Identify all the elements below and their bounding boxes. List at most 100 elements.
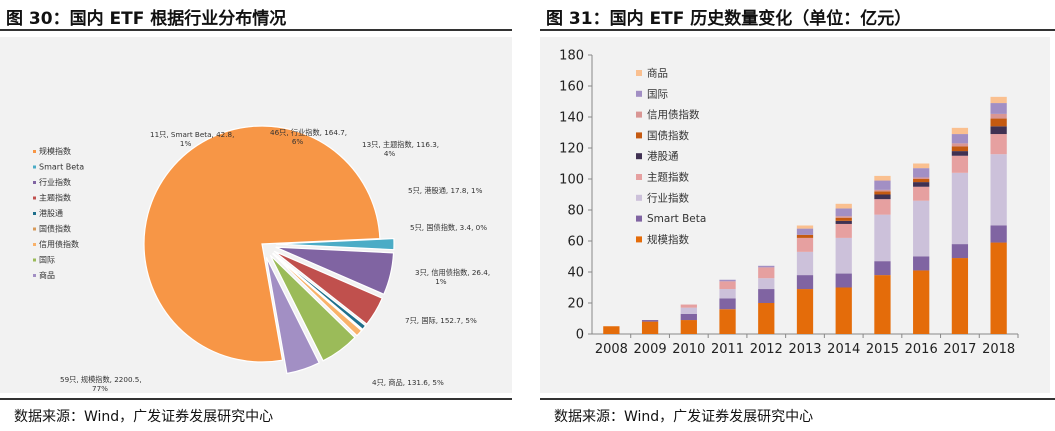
legend-item-0: 规模指数 xyxy=(39,146,71,156)
bar-2011-0 xyxy=(719,309,736,334)
bar-2014-0 xyxy=(835,287,852,334)
bar-2008-0 xyxy=(603,326,620,334)
legend-swatch-1 xyxy=(33,165,36,169)
source-rule xyxy=(0,398,512,400)
x-tick-label-1: 2009 xyxy=(634,342,667,357)
bar-2013-8 xyxy=(796,225,814,229)
bar-2013-5 xyxy=(796,234,814,238)
y-tick-label-9: 180 xyxy=(559,49,584,64)
bar-2014-5 xyxy=(835,217,852,221)
stacked-bar-chart: 0 20 40 60 80 100 120 140 160 180 2008 2009 2010 2011… xyxy=(559,49,1019,357)
bar-2018-2 xyxy=(990,154,1007,226)
bar-2009-1 xyxy=(641,320,659,322)
x-tick-label-7: 2015 xyxy=(866,342,899,357)
slice-label-8-pct: 77% xyxy=(92,384,108,393)
slice-label-4: 5只, 国债指数, 3.4, 0% xyxy=(410,223,487,232)
bar-2010-3 xyxy=(680,304,697,308)
bar-2016-1 xyxy=(913,256,930,271)
slice-label-1: 46只, 行业指数, 164.7, xyxy=(270,128,347,137)
legend-item-7: 国际 xyxy=(39,256,55,265)
x-tick-label-3: 2011 xyxy=(711,342,744,357)
bar-2014-2 xyxy=(835,237,852,274)
bar-2017-1 xyxy=(951,244,969,259)
legend-item-3: 主题指数 xyxy=(39,193,71,203)
slice-label-0-pct: 1% xyxy=(180,139,192,148)
bar-2016-5 xyxy=(913,179,930,183)
figure-31-source: 数据来源：Wind，广发证券发展研究中心 xyxy=(554,409,814,425)
bar-2018-7 xyxy=(990,103,1007,114)
bar-legend-item-2: 信用债指数 xyxy=(647,108,700,121)
slice-label-6: 7只, 国际, 152.7, 5% xyxy=(405,316,477,325)
pie-chart-area: 11只, Smart Beta, 42.8, 1% 46只, 行业指数, 164.7… xyxy=(0,37,512,393)
bar-2014-4 xyxy=(835,220,852,224)
title-rule xyxy=(0,29,512,31)
x-tick-label-0: 2008 xyxy=(595,342,628,357)
bar-2018-4 xyxy=(990,126,1007,135)
bar-legend-swatch-4 xyxy=(636,153,642,160)
bar-2016-4 xyxy=(913,182,930,187)
x-tick-label-10: 2018 xyxy=(982,342,1015,357)
x-tick-label-4: 2012 xyxy=(750,342,783,357)
bar-2011-7 xyxy=(719,279,736,282)
figure-31-title: 图 31：国内 ETF 历史数量变化（单位：亿元） xyxy=(546,9,912,29)
legend-swatch-2 xyxy=(33,181,36,184)
bar-legend-item-7: Smart Beta xyxy=(647,213,706,225)
bar-2018-6 xyxy=(990,113,1007,119)
bar-2017-4 xyxy=(951,151,969,156)
pie-chart: 11只, Smart Beta, 42.8,1%46只, 行业指数, 164.7… xyxy=(33,125,490,393)
slice-label-7: 4只, 商品, 131.6, 5% xyxy=(372,378,444,387)
y-tick-label-4: 80 xyxy=(567,204,584,219)
bar-2015-0 xyxy=(874,275,891,334)
bar-2017-3 xyxy=(951,155,969,173)
bar-2013-7 xyxy=(796,228,814,235)
slice-label-5-pct: 1% xyxy=(435,277,447,286)
bar-2012-3 xyxy=(758,267,775,279)
x-tick-label-8: 2016 xyxy=(905,342,938,357)
bar-2011-3 xyxy=(719,281,736,290)
pie-slice-8 xyxy=(265,257,321,375)
bar-2018-5 xyxy=(990,118,1007,127)
bar-2014-8 xyxy=(835,203,852,209)
legend-item-6: 信用债指数 xyxy=(39,239,79,249)
bar-2010-0 xyxy=(680,320,697,334)
bar-2015-4 xyxy=(874,194,891,200)
bar-2014-3 xyxy=(835,223,852,238)
legend-item-8: 商品 xyxy=(39,270,55,280)
legend-swatch-3 xyxy=(33,196,36,200)
bar-2016-6 xyxy=(913,177,930,179)
source-rule xyxy=(540,398,1055,400)
slice-label-2: 13只, 主题指数, 116.3, xyxy=(362,140,439,149)
bar-2012-1 xyxy=(758,289,775,303)
legend-swatch-8 xyxy=(33,274,36,277)
bar-2011-1 xyxy=(719,298,736,310)
bar-2013-3 xyxy=(796,237,814,252)
pie-slice-3 xyxy=(273,250,384,325)
x-tick-label-5: 2013 xyxy=(788,342,821,357)
bar-legend-swatch-1 xyxy=(636,90,642,97)
bar-2015-8 xyxy=(874,175,891,181)
bar-2017-0 xyxy=(951,258,969,334)
bar-2017-8 xyxy=(951,127,969,135)
bar-legend-item-8: 规模指数 xyxy=(647,233,689,246)
legend-swatch-0 xyxy=(33,150,36,153)
bar-legend-item-5: 主题指数 xyxy=(647,171,689,184)
bar-2015-3 xyxy=(874,199,891,215)
bar-2016-8 xyxy=(913,163,930,169)
legend-swatch-5 xyxy=(33,227,36,231)
legend-item-4: 港股通 xyxy=(39,208,63,218)
y-tick-label-3: 60 xyxy=(567,235,584,250)
bar-2017-7 xyxy=(951,134,969,144)
bar-2017-2 xyxy=(951,172,969,245)
legend-swatch-6 xyxy=(33,243,36,246)
legend-item-5: 国债指数 xyxy=(39,224,71,234)
bar-legend-item-0: 商品 xyxy=(647,67,668,80)
bar-2013-1 xyxy=(796,275,814,290)
bar-legend-item-3: 国债指数 xyxy=(647,129,689,142)
bar-legend-swatch-8 xyxy=(636,236,642,243)
bar-2010-1 xyxy=(680,313,697,321)
pie-slice-6 xyxy=(271,253,363,337)
bar-2016-0 xyxy=(913,270,930,334)
bar-2017-5 xyxy=(951,146,969,152)
bar-2013-0 xyxy=(796,289,814,334)
figure-30-source: 数据来源：Wind，广发证券发展研究中心 xyxy=(14,409,274,425)
